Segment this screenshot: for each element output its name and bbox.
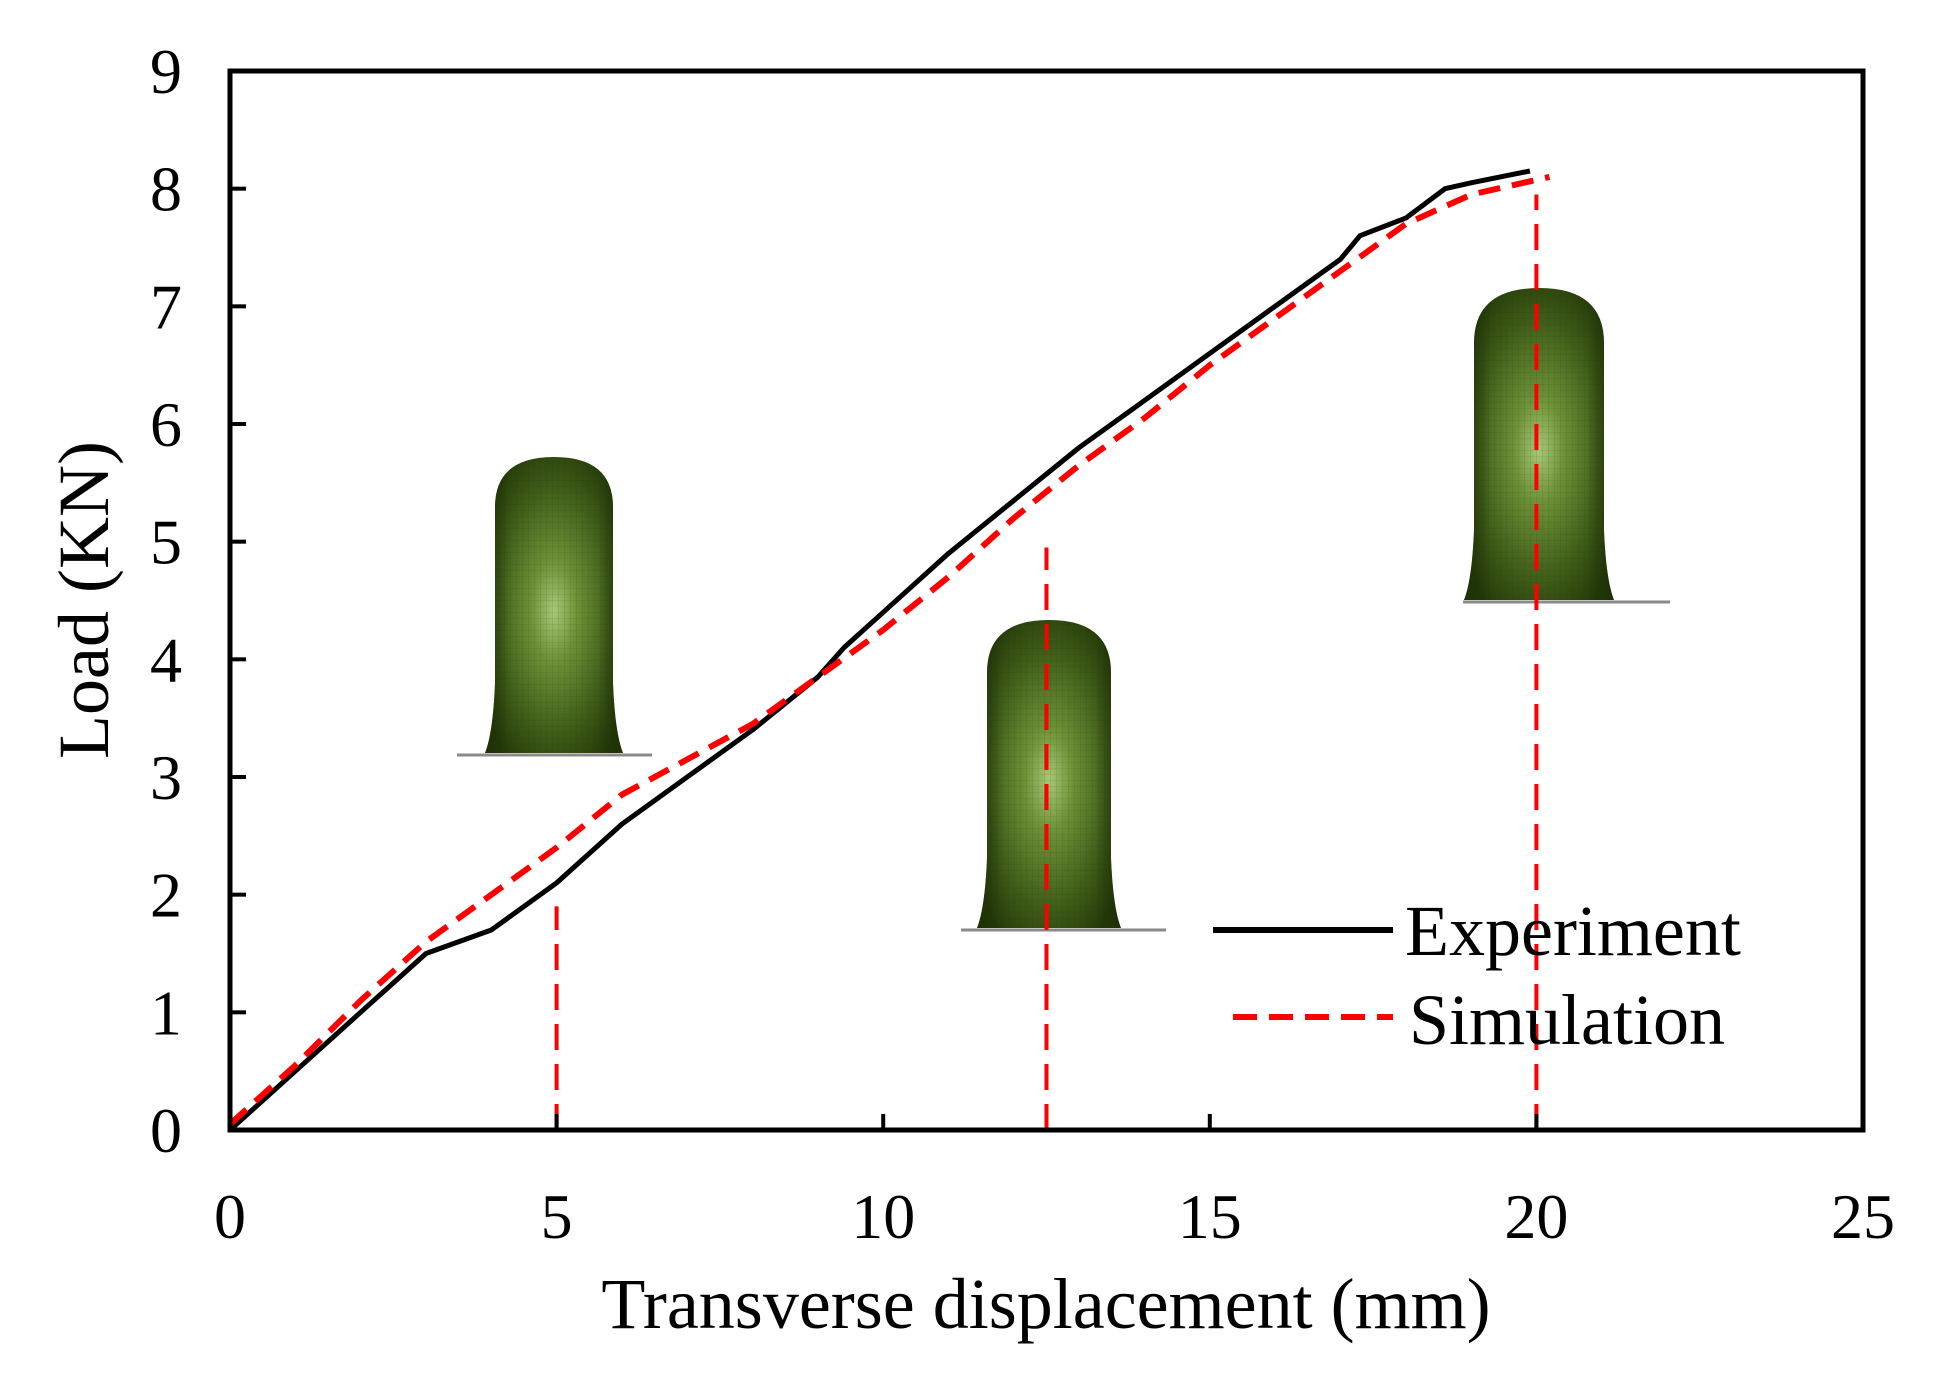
y-tick-label: 9 [150, 36, 182, 107]
specimen-shading [1464, 288, 1614, 600]
deformed-specimen-at-12.5mm [961, 620, 1166, 932]
x-tick-label: 20 [1504, 1181, 1568, 1252]
y-tick-label: 4 [150, 624, 182, 695]
x-tick-label: 10 [851, 1181, 915, 1252]
specimen-shading [977, 620, 1121, 928]
plot-frame [227, 68, 1866, 1133]
y-tick-label: 8 [150, 154, 182, 225]
insets-layer [457, 288, 1670, 932]
y-tick-label: 2 [150, 860, 182, 931]
y-tick-label: 6 [150, 389, 182, 460]
reference-lines [554, 194, 1539, 1130]
y-tick-label: 3 [150, 742, 182, 813]
y-tick-label: 1 [150, 977, 182, 1048]
x-tick-label: 5 [541, 1181, 573, 1252]
legend-label-simulation: Simulation [1409, 980, 1725, 1060]
axis-ticks: 0 5 10 15 20 25 0 1 2 3 4 5 6 7 8 9 [150, 36, 1895, 1252]
y-tick-label: 0 [150, 1095, 182, 1166]
legend: Experiment Simulation [1213, 891, 1741, 1060]
x-axis-title: Transverse displacement (mm) [601, 1264, 1490, 1344]
y-tick-label: 5 [150, 507, 182, 578]
deformed-specimen-at-5mm [457, 457, 652, 757]
x-tick-label: 0 [214, 1181, 246, 1252]
series-simulation [227, 173, 1551, 1127]
specimen-shading [485, 457, 623, 753]
series-line-simulation [227, 173, 1551, 1127]
x-tick-label: 15 [1178, 1181, 1242, 1252]
deformed-specimen-at-20mm [1463, 288, 1670, 604]
legend-label-experiment: Experiment [1405, 891, 1741, 971]
x-tick-label: 25 [1831, 1181, 1895, 1252]
y-axis-title: Load (KN) [44, 441, 124, 759]
series-line-experiment [228, 168, 1531, 1132]
y-tick-label: 7 [150, 271, 182, 342]
series-experiment [228, 168, 1531, 1132]
series-layer [227, 168, 1551, 1132]
